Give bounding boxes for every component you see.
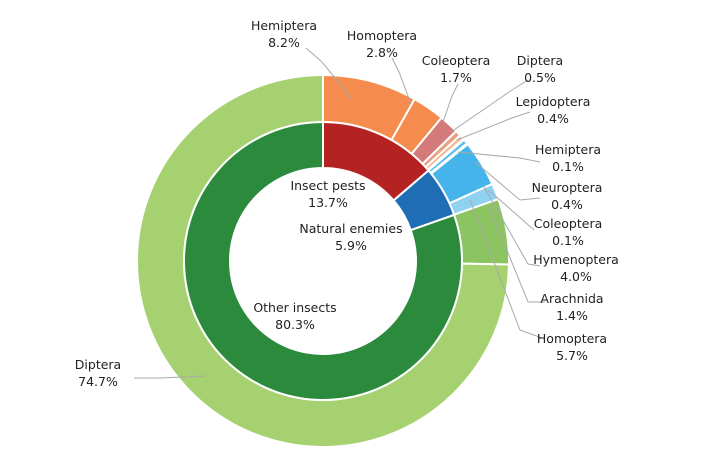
inner-slice-other-insects-2 [183, 120, 463, 401]
outer-label-homoptera-10: Homoptera 5.7% [537, 331, 607, 363]
outer-label-name: Hymenoptera [533, 252, 619, 267]
outer-label-hemiptera-0: Hemiptera 8.2% [251, 18, 317, 50]
outer-label-name: Homoptera [537, 331, 607, 346]
outer-label-value: 0.1% [552, 159, 584, 174]
leader-line-neuroptera-6 [474, 161, 541, 201]
leader-line-homoptera-10 [469, 199, 543, 339]
outer-label-lepidoptera-4: Lepidoptera 0.4% [516, 94, 591, 126]
outer-label-value: 8.2% [268, 35, 300, 50]
outer-label-diptera-11: Diptera 74.7% [75, 357, 121, 389]
inner-label-other-insects-2: Other insects 80.3% [253, 300, 336, 332]
outer-label-neuroptera-6: Neuroptera 0.4% [532, 180, 603, 212]
inner-label-name: Other insects [253, 300, 336, 315]
inner-label-value: 13.7% [308, 195, 348, 210]
leader-line-lepidoptera-4 [456, 111, 531, 141]
outer-label-value: 4.0% [560, 269, 592, 284]
outer-label-value: 0.5% [524, 70, 556, 85]
outer-label-value: 0.1% [552, 233, 584, 248]
outer-label-name: Coleoptera [422, 53, 491, 68]
outer-label-diptera-3: Diptera 0.5% [517, 53, 563, 85]
outer-label-name: Hemiptera [535, 142, 601, 157]
inner-label-value: 5.9% [335, 238, 367, 253]
outer-label-name: Neuroptera [532, 180, 603, 195]
outer-label-hymenoptera-8: Hymenoptera 4.0% [533, 252, 619, 284]
outer-label-coleoptera-7: Coleoptera 0.1% [534, 216, 603, 248]
leader-line-hemiptera-0 [305, 47, 353, 100]
leader-line-hemiptera-5 [457, 151, 541, 163]
outer-label-homoptera-1: Homoptera 2.8% [347, 28, 417, 60]
outer-label-name: Homoptera [347, 28, 417, 43]
outer-label-name: Lepidoptera [516, 94, 591, 109]
outer-label-value: 1.4% [556, 308, 588, 323]
inner-label-name: Insect pests [290, 178, 365, 193]
slice-labels: Insect pests 13.7% Natural enemies 5.9% Othe… [75, 18, 619, 389]
outer-label-name: Hemiptera [251, 18, 317, 33]
leader-line-diptera-11 [134, 375, 206, 379]
leader-line-homoptera-1 [391, 57, 412, 105]
leader-line-coleoptera-2 [442, 83, 459, 123]
outer-label-value: 1.7% [440, 70, 472, 85]
outer-label-value: 0.4% [537, 111, 569, 126]
inner-label-name: Natural enemies [299, 221, 402, 236]
outer-label-value: 74.7% [78, 374, 118, 389]
outer-label-name: Diptera [75, 357, 121, 372]
leader-line-arachnida-9 [488, 205, 545, 303]
inner-label-natural-enemies-1: Natural enemies 5.9% [299, 221, 402, 253]
outer-label-value: 0.4% [551, 197, 583, 212]
inner-ring [183, 120, 463, 401]
outer-label-value: 2.8% [366, 45, 398, 60]
leader-line-coleoptera-7 [487, 189, 535, 231]
inner-label-insect-pests-0: Insect pests 13.7% [290, 178, 365, 210]
leader-line-hymenoptera-8 [482, 184, 541, 267]
outer-label-name: Arachnida [540, 291, 603, 306]
leader-line-diptera-3 [450, 79, 529, 133]
outer-label-coleoptera-2: Coleoptera 1.7% [422, 53, 491, 85]
outer-label-value: 5.7% [556, 348, 588, 363]
outer-label-arachnida-9: Arachnida 1.4% [540, 291, 603, 323]
outer-label-hemiptera-5: Hemiptera 0.1% [535, 142, 601, 174]
outer-label-name: Diptera [517, 53, 563, 68]
leader-lines [134, 47, 545, 379]
outer-label-name: Coleoptera [534, 216, 603, 231]
inner-label-value: 80.3% [275, 317, 315, 332]
